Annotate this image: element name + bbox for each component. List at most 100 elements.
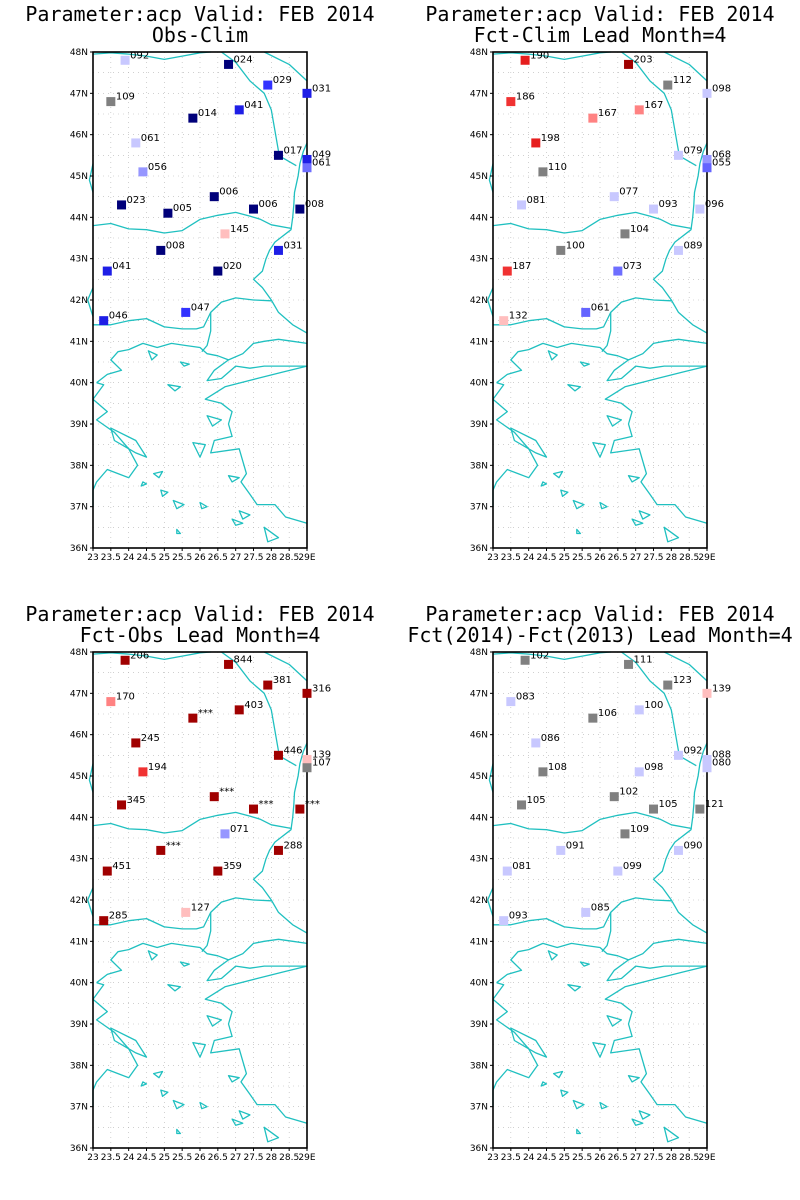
station-value-label: 132 bbox=[509, 311, 528, 322]
lat-tick-label: 41N bbox=[70, 937, 88, 947]
lon-tick-label: 26.5 bbox=[208, 1153, 228, 1163]
station-marker bbox=[117, 200, 127, 210]
lon-tick-label: 28 bbox=[666, 553, 678, 563]
station-value-label: *** bbox=[219, 787, 234, 798]
station-value-label: 055 bbox=[712, 158, 731, 169]
station-value-label: 041 bbox=[112, 261, 131, 272]
station-marker bbox=[263, 680, 273, 690]
station-value-label: 049 bbox=[312, 149, 331, 160]
lon-tick-label: 28.5 bbox=[279, 553, 299, 563]
station-marker bbox=[138, 167, 148, 177]
lon-tick-label: 24 bbox=[123, 1153, 135, 1163]
station-value-label: 017 bbox=[283, 145, 302, 156]
lat-tick-label: 48N bbox=[470, 648, 488, 658]
island-outline bbox=[631, 518, 644, 526]
island-outline bbox=[579, 961, 590, 967]
coastline bbox=[201, 312, 212, 353]
station-marker bbox=[499, 316, 509, 326]
station-marker bbox=[673, 845, 683, 855]
station-marker bbox=[588, 713, 598, 723]
station-marker bbox=[581, 307, 591, 317]
lon-tick-label: 25.5 bbox=[172, 553, 192, 563]
island-outline bbox=[638, 510, 651, 520]
lon-tick-label: 29E bbox=[698, 1153, 715, 1163]
coastline bbox=[492, 211, 692, 234]
island-outline bbox=[638, 1110, 651, 1120]
lat-tick-label: 43N bbox=[70, 255, 88, 265]
lon-tick-label: 28 bbox=[666, 1153, 678, 1163]
coastline bbox=[652, 142, 708, 334]
island-outline bbox=[140, 1081, 148, 1087]
island-outline bbox=[572, 1099, 585, 1110]
station-value-label: 098 bbox=[644, 762, 663, 773]
island-outline bbox=[560, 1089, 569, 1097]
coastline bbox=[652, 742, 708, 934]
lon-tick-label: 27 bbox=[630, 553, 641, 563]
gridlines bbox=[493, 52, 707, 548]
station-marker bbox=[102, 266, 112, 276]
island-outline bbox=[263, 1126, 280, 1143]
lon-tick-label: 26 bbox=[194, 553, 206, 563]
station-value-label: 029 bbox=[273, 75, 292, 86]
island-outline bbox=[231, 1118, 244, 1126]
panel-title-line2: Fct-Clim Lead Month=4 bbox=[473, 23, 727, 47]
lon-tick-label: 23 bbox=[87, 553, 98, 563]
station-marker bbox=[695, 804, 705, 814]
map-frame bbox=[92, 651, 308, 1149]
station-marker bbox=[106, 97, 116, 107]
station-marker bbox=[224, 59, 234, 69]
station-value-label: *** bbox=[198, 708, 213, 719]
island-outline bbox=[540, 1081, 548, 1087]
station-marker bbox=[502, 866, 512, 876]
station-marker bbox=[702, 88, 712, 98]
lon-tick-label: 23 bbox=[487, 553, 498, 563]
station-marker bbox=[620, 229, 630, 239]
lat-tick-label: 36N bbox=[70, 544, 88, 554]
coastlines bbox=[87, 651, 308, 1143]
lat-tick-label: 40N bbox=[70, 979, 88, 989]
lat-tick-label: 39N bbox=[70, 1020, 88, 1030]
station-marker bbox=[273, 245, 283, 255]
station-marker bbox=[295, 204, 305, 214]
coastline bbox=[263, 51, 308, 82]
station-marker bbox=[702, 163, 712, 173]
station-marker bbox=[102, 866, 112, 876]
lat-tick-label: 37N bbox=[470, 1103, 488, 1113]
station-value-label: 285 bbox=[109, 911, 128, 922]
lon-tick-label: 27.5 bbox=[643, 553, 663, 563]
island-outline bbox=[263, 526, 280, 543]
station-marker bbox=[673, 750, 683, 760]
coastline bbox=[492, 382, 539, 507]
coastline bbox=[492, 651, 611, 661]
lat-tick-label: 38N bbox=[470, 461, 488, 471]
island-outline bbox=[627, 1075, 640, 1083]
lon-tick-label: 24.5 bbox=[536, 553, 556, 563]
island-outline bbox=[572, 499, 585, 510]
station-value-label: 186 bbox=[516, 92, 535, 103]
station-value-label: 006 bbox=[259, 199, 278, 210]
station-marker bbox=[520, 655, 530, 665]
station-value-label: 123 bbox=[673, 675, 692, 686]
station-value-label: 061 bbox=[312, 158, 331, 169]
coastline bbox=[604, 965, 708, 1124]
station-value-label: 109 bbox=[630, 824, 649, 835]
station-value-label: 099 bbox=[623, 861, 642, 872]
station-marker bbox=[531, 138, 541, 148]
station-value-label: 008 bbox=[166, 240, 185, 251]
island-outline bbox=[663, 526, 680, 543]
lon-tick-label: 27.5 bbox=[243, 553, 263, 563]
lon-tick-label: 26.5 bbox=[608, 553, 628, 563]
station-value-label: 187 bbox=[512, 261, 531, 272]
map-frame bbox=[92, 51, 308, 549]
lat-tick-label: 38N bbox=[70, 461, 88, 471]
lon-tick-label: 24.5 bbox=[536, 1153, 556, 1163]
coastline bbox=[663, 51, 708, 82]
island-outline bbox=[238, 1110, 251, 1120]
map-frame bbox=[492, 651, 708, 1149]
coastline bbox=[204, 365, 308, 524]
station-value-label: 102 bbox=[530, 650, 549, 661]
station-value-label: 020 bbox=[223, 261, 242, 272]
lat-tick-label: 41N bbox=[70, 337, 88, 347]
lon-tick-label: 25 bbox=[559, 553, 570, 563]
